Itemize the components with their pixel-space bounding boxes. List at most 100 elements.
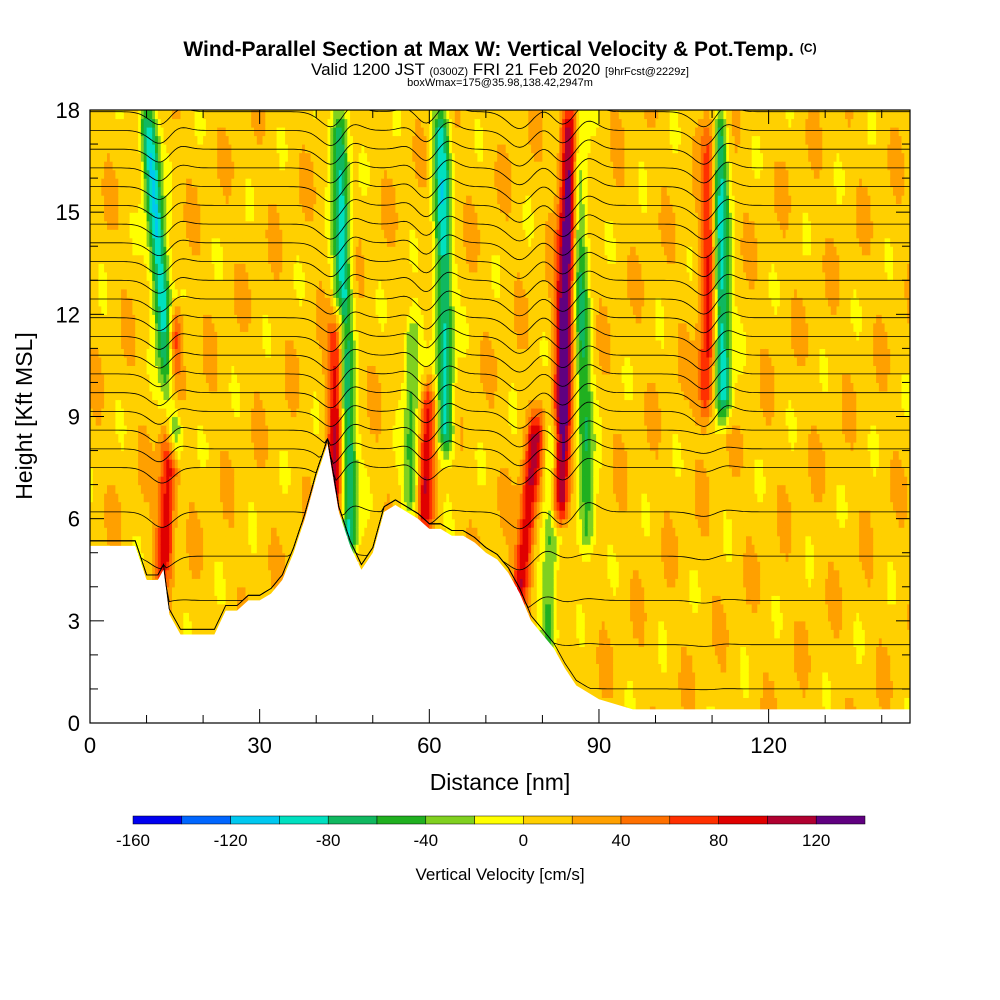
- velocity-cell: [208, 586, 213, 596]
- velocity-cell: [98, 484, 102, 494]
- velocity-cell: [157, 493, 162, 503]
- velocity-cell: [203, 493, 207, 503]
- velocity-cell: [149, 127, 153, 137]
- velocity-cell: [197, 569, 201, 579]
- velocity-cell: [121, 484, 125, 494]
- velocity-cell: [324, 280, 329, 290]
- velocity-cell: [290, 169, 295, 179]
- velocity-cell: [135, 544, 139, 554]
- velocity-cell: [285, 314, 289, 324]
- velocity-cell: [344, 339, 348, 349]
- velocity-cell: [217, 356, 221, 366]
- velocity-cell: [282, 186, 286, 196]
- velocity-cell: [237, 535, 241, 545]
- velocity-cell: [194, 305, 198, 315]
- velocity-cell: [169, 135, 173, 145]
- velocity-cell: [259, 416, 264, 426]
- velocity-cell: [279, 569, 283, 579]
- velocity-cell: [104, 425, 108, 435]
- velocity-cell: [344, 229, 348, 239]
- velocity-cell: [290, 339, 295, 349]
- velocity-cell: [138, 254, 142, 264]
- velocity-cell: [140, 212, 145, 222]
- velocity-cell: [265, 169, 269, 179]
- velocity-cell: [282, 178, 286, 188]
- velocity-cell: [259, 314, 264, 324]
- velocity-cell: [276, 382, 280, 392]
- velocity-cell: [341, 203, 346, 213]
- velocity-cell: [186, 416, 190, 426]
- velocity-cell: [115, 305, 119, 315]
- velocity-cell: [304, 331, 309, 341]
- velocity-cell: [174, 297, 179, 307]
- velocity-cell: [166, 212, 170, 222]
- velocity-cell: [262, 339, 266, 349]
- velocity-cell: [189, 484, 193, 494]
- velocity-cell: [115, 297, 119, 307]
- velocity-cell: [123, 169, 128, 179]
- velocity-cell: [155, 246, 159, 256]
- velocity-cell: [92, 254, 97, 264]
- velocity-cell: [234, 144, 238, 154]
- velocity-cell: [296, 297, 300, 307]
- velocity-cell: [285, 305, 289, 315]
- velocity-cell: [183, 246, 187, 256]
- velocity-cell: [265, 382, 269, 392]
- velocity-cell: [273, 212, 278, 222]
- velocity-cell: [129, 501, 133, 511]
- velocity-cell: [293, 203, 297, 213]
- velocity-cell: [254, 144, 258, 154]
- velocity-cell: [194, 254, 198, 264]
- velocity-cell: [290, 382, 295, 392]
- velocity-cell: [299, 144, 303, 154]
- velocity-cell: [112, 433, 116, 443]
- velocity-cell: [143, 195, 148, 205]
- velocity-cell: [155, 118, 159, 128]
- velocity-cell: [222, 271, 227, 281]
- velocity-cell: [149, 169, 153, 179]
- velocity-cell: [143, 169, 148, 179]
- velocity-cell: [330, 229, 334, 239]
- velocity-cell: [101, 442, 105, 452]
- velocity-cell: [279, 467, 283, 477]
- velocity-cell: [225, 535, 230, 545]
- velocity-cell: [107, 169, 111, 179]
- velocity-cell: [211, 620, 215, 630]
- velocity-cell: [276, 127, 280, 137]
- velocity-cell: [228, 186, 232, 196]
- velocity-cell: [155, 493, 159, 503]
- velocity-cell: [242, 152, 247, 162]
- velocity-cell: [138, 408, 142, 418]
- velocity-cell: [200, 246, 204, 256]
- velocity-cell: [172, 365, 176, 375]
- velocity-cell: [132, 365, 136, 375]
- velocity-cell: [203, 127, 207, 137]
- velocity-cell: [126, 322, 131, 332]
- velocity-cell: [177, 501, 182, 511]
- velocity-cell: [208, 152, 213, 162]
- velocity-cell: [197, 152, 201, 162]
- velocity-cell: [245, 544, 249, 554]
- velocity-cell: [313, 135, 317, 145]
- velocity-cell: [220, 425, 224, 435]
- velocity-cell: [172, 203, 176, 213]
- velocity-cell: [143, 144, 148, 154]
- velocity-cell: [203, 144, 207, 154]
- velocity-cell: [211, 110, 215, 120]
- velocity-cell: [121, 433, 125, 443]
- velocity-cell: [313, 220, 317, 230]
- velocity-cell: [189, 322, 193, 332]
- velocity-cell: [254, 161, 258, 171]
- velocity-cell: [191, 246, 196, 256]
- velocity-cell: [344, 161, 348, 171]
- velocity-cell: [234, 348, 238, 358]
- velocity-cell: [242, 348, 247, 358]
- velocity-cell: [180, 578, 184, 588]
- velocity-cell: [180, 544, 184, 554]
- velocity-cell: [186, 314, 190, 324]
- velocity-cell: [146, 178, 150, 188]
- velocity-cell: [282, 322, 286, 332]
- velocity-cell: [268, 331, 272, 341]
- velocity-cell: [183, 118, 187, 128]
- velocity-cell: [327, 144, 331, 154]
